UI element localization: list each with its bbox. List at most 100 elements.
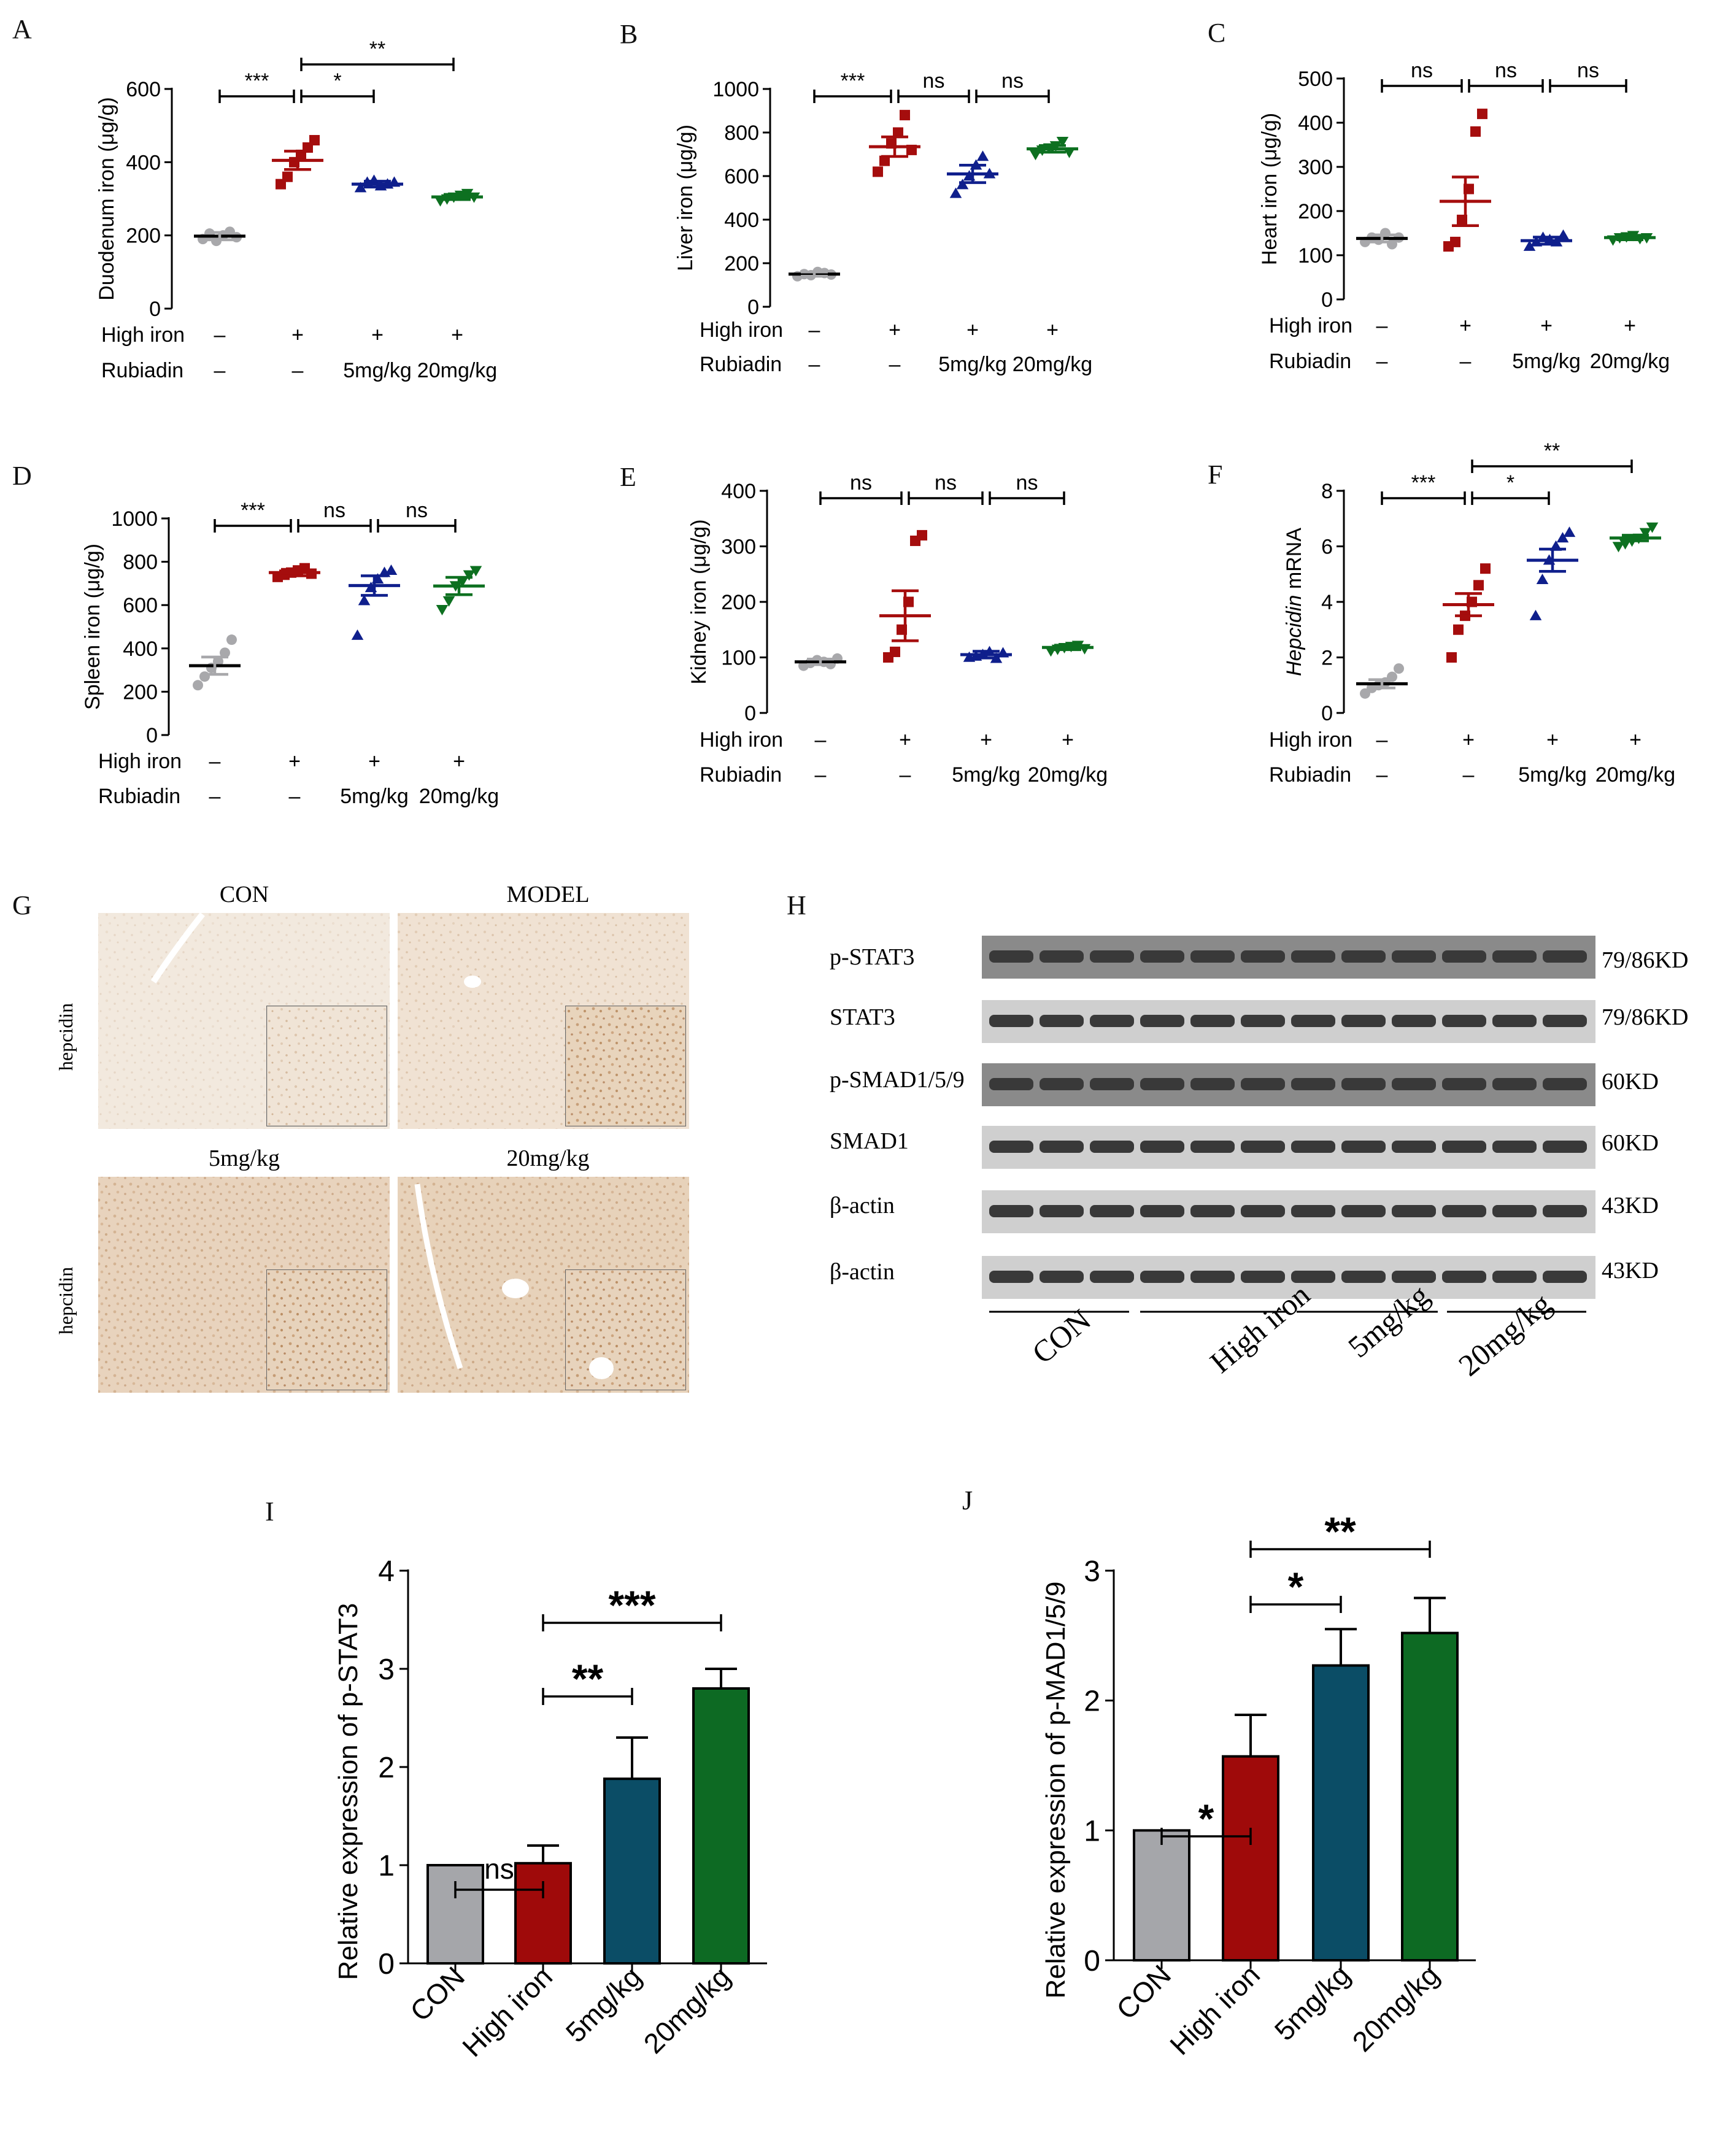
data-point-b: [873, 166, 883, 177]
blot-group-label: 20mg/kg: [1452, 1286, 1557, 1382]
sig-bracket-a: [218, 90, 295, 103]
sig-label-f: *: [1506, 471, 1514, 495]
sig-bracket-b: [813, 90, 892, 103]
high-iron-value-d: –: [209, 750, 221, 773]
panel-letter-i: I: [265, 1496, 274, 1526]
blot-size-label: 43KD: [1602, 1258, 1659, 1284]
y-tick-label-c: 300: [1298, 156, 1333, 179]
blot-row-label: β-actin: [830, 1259, 895, 1285]
high-iron-value-f: +: [1462, 728, 1475, 752]
row-label-high-iron-e: High iron: [700, 728, 783, 752]
blot-band: [1543, 1015, 1587, 1027]
blot-band: [1241, 1015, 1285, 1027]
blot-band: [1140, 1141, 1184, 1153]
row-label-high-iron-d: High iron: [98, 750, 182, 773]
sig-label-f: **: [1544, 439, 1560, 463]
row-label-rubiadin-a: Rubiadin: [101, 359, 183, 382]
blot-band: [1442, 1205, 1486, 1217]
y-tick-label-i: 3: [378, 1654, 395, 1686]
sig-bracket-j: [1160, 1828, 1252, 1845]
y-axis-label-j: Relative expression of p-MAD1/5/9: [1041, 1582, 1071, 1999]
high-iron-value-c: +: [1540, 314, 1553, 337]
rubiadin-value-b: 5mg/kg: [938, 353, 1007, 376]
histo-title-con: CON: [220, 882, 269, 907]
bar-i: [426, 1864, 484, 1965]
blot-band: [1392, 1078, 1436, 1090]
y-tick-label-d: 0: [146, 724, 158, 747]
y-tick-label-d: 600: [123, 594, 158, 617]
blot-size-label: 60KD: [1602, 1130, 1659, 1156]
y-axis-label-d: Spleen iron (μg/g): [81, 544, 104, 710]
blot-band: [1090, 1015, 1134, 1027]
y-tick-label-f: 8: [1321, 480, 1333, 503]
data-point-b: [893, 127, 903, 138]
y-tick-label-f: 0: [1321, 702, 1333, 725]
y-tick-label-d: 400: [123, 637, 158, 661]
data-point-d: [226, 634, 237, 645]
sig-label-j: **: [1324, 1509, 1356, 1554]
data-point-a: [354, 182, 367, 193]
data-point-d: [193, 680, 203, 691]
blot-band: [1140, 1078, 1184, 1090]
rubiadin-value-b: 20mg/kg: [1013, 353, 1092, 376]
sig-label-j: *: [1198, 1796, 1214, 1841]
blot-band: [1442, 1078, 1486, 1090]
data-point-d: [358, 595, 371, 606]
y-tick-label-b: 600: [724, 165, 759, 188]
blot-band: [1190, 950, 1235, 963]
rubiadin-value-c: –: [1376, 350, 1388, 373]
rubiadin-value-c: –: [1460, 350, 1472, 373]
blot-band: [1241, 1141, 1285, 1153]
blot-band: [1190, 1078, 1235, 1090]
y-tick-label-j: 3: [1084, 1555, 1100, 1588]
data-point-b: [976, 150, 989, 161]
data-point-b: [1056, 136, 1069, 147]
histology-panel: CON MODEL 5mg/kg 20mg/kg hepcidin hepcid…: [55, 882, 689, 1393]
blot-band: [989, 1205, 1033, 1217]
rubiadin-value-d: 20mg/kg: [419, 785, 499, 808]
chart-b: 0 200 400 600 800 1000 Liver iron (μg/g) *** ns n…: [674, 69, 1092, 376]
blot-band: [1543, 1271, 1587, 1283]
sig-bracket-j: [1249, 1541, 1431, 1558]
x-tick-label-i: CON: [404, 1960, 471, 2027]
blot-band: [1140, 1205, 1184, 1217]
blot-band: [1090, 1078, 1134, 1090]
high-iron-value-f: +: [1546, 728, 1559, 752]
panel-letter-e: E: [620, 462, 636, 492]
blot-band: [1291, 1205, 1335, 1217]
sig-label-i: **: [572, 1656, 604, 1701]
sig-label-a: ***: [245, 69, 269, 93]
sig-label-i: ***: [608, 1582, 655, 1628]
data-point-f: [1446, 652, 1457, 663]
data-point-f: [1639, 528, 1652, 539]
blot-band: [1392, 950, 1436, 963]
blot-band: [1543, 1078, 1587, 1090]
data-point-c: [1523, 240, 1536, 251]
sig-bracket-b: [975, 90, 1050, 103]
sig-bracket-a: [300, 90, 375, 103]
high-iron-value-c: +: [1624, 314, 1636, 337]
blot-size-label: 79/86KD: [1602, 1004, 1688, 1030]
blot-band: [1341, 1078, 1386, 1090]
blot-band: [1291, 1078, 1335, 1090]
blot-band: [1241, 950, 1285, 963]
blot-band: [1341, 1205, 1386, 1217]
blot-band: [1442, 950, 1486, 963]
high-iron-value-a: +: [291, 323, 304, 347]
y-tick-label-f: 4: [1321, 591, 1333, 614]
rubiadin-value-c: 5mg/kg: [1512, 350, 1581, 373]
row-label-high-iron-b: High iron: [700, 318, 783, 342]
y-tick-label-i: 4: [378, 1555, 395, 1588]
y-tick-label-d: 1000: [111, 507, 158, 531]
sig-label-b: ns: [923, 69, 945, 93]
sig-bracket-e: [819, 491, 903, 505]
row-label-rubiadin-c: Rubiadin: [1269, 350, 1351, 373]
panel-letter-b: B: [620, 19, 638, 49]
histo-title-20mg: 20mg/kg: [506, 1145, 589, 1171]
bar-i: [514, 1861, 572, 1965]
x-tick-label-j: CON: [1110, 1958, 1177, 2025]
sig-label-e: ns: [935, 471, 957, 495]
y-tick-label-b: 200: [724, 252, 759, 275]
blot-band: [1140, 1015, 1184, 1027]
